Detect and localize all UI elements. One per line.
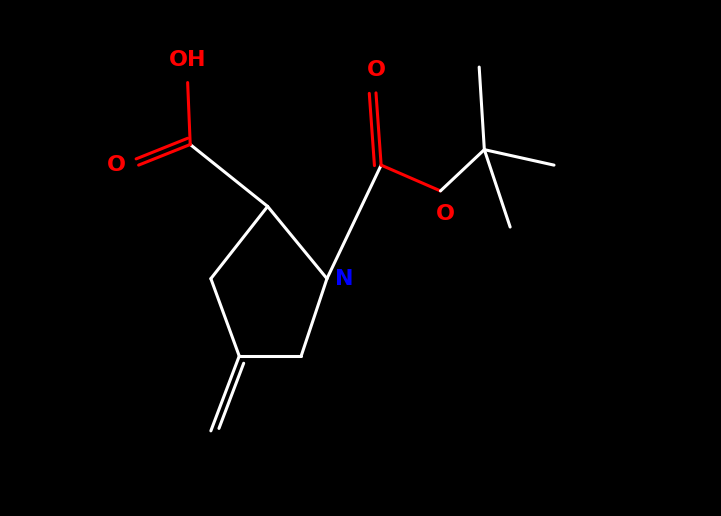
- Text: OH: OH: [169, 50, 206, 70]
- Text: N: N: [335, 269, 353, 288]
- Text: O: O: [436, 204, 455, 224]
- Text: O: O: [107, 155, 125, 175]
- Text: O: O: [366, 60, 386, 80]
